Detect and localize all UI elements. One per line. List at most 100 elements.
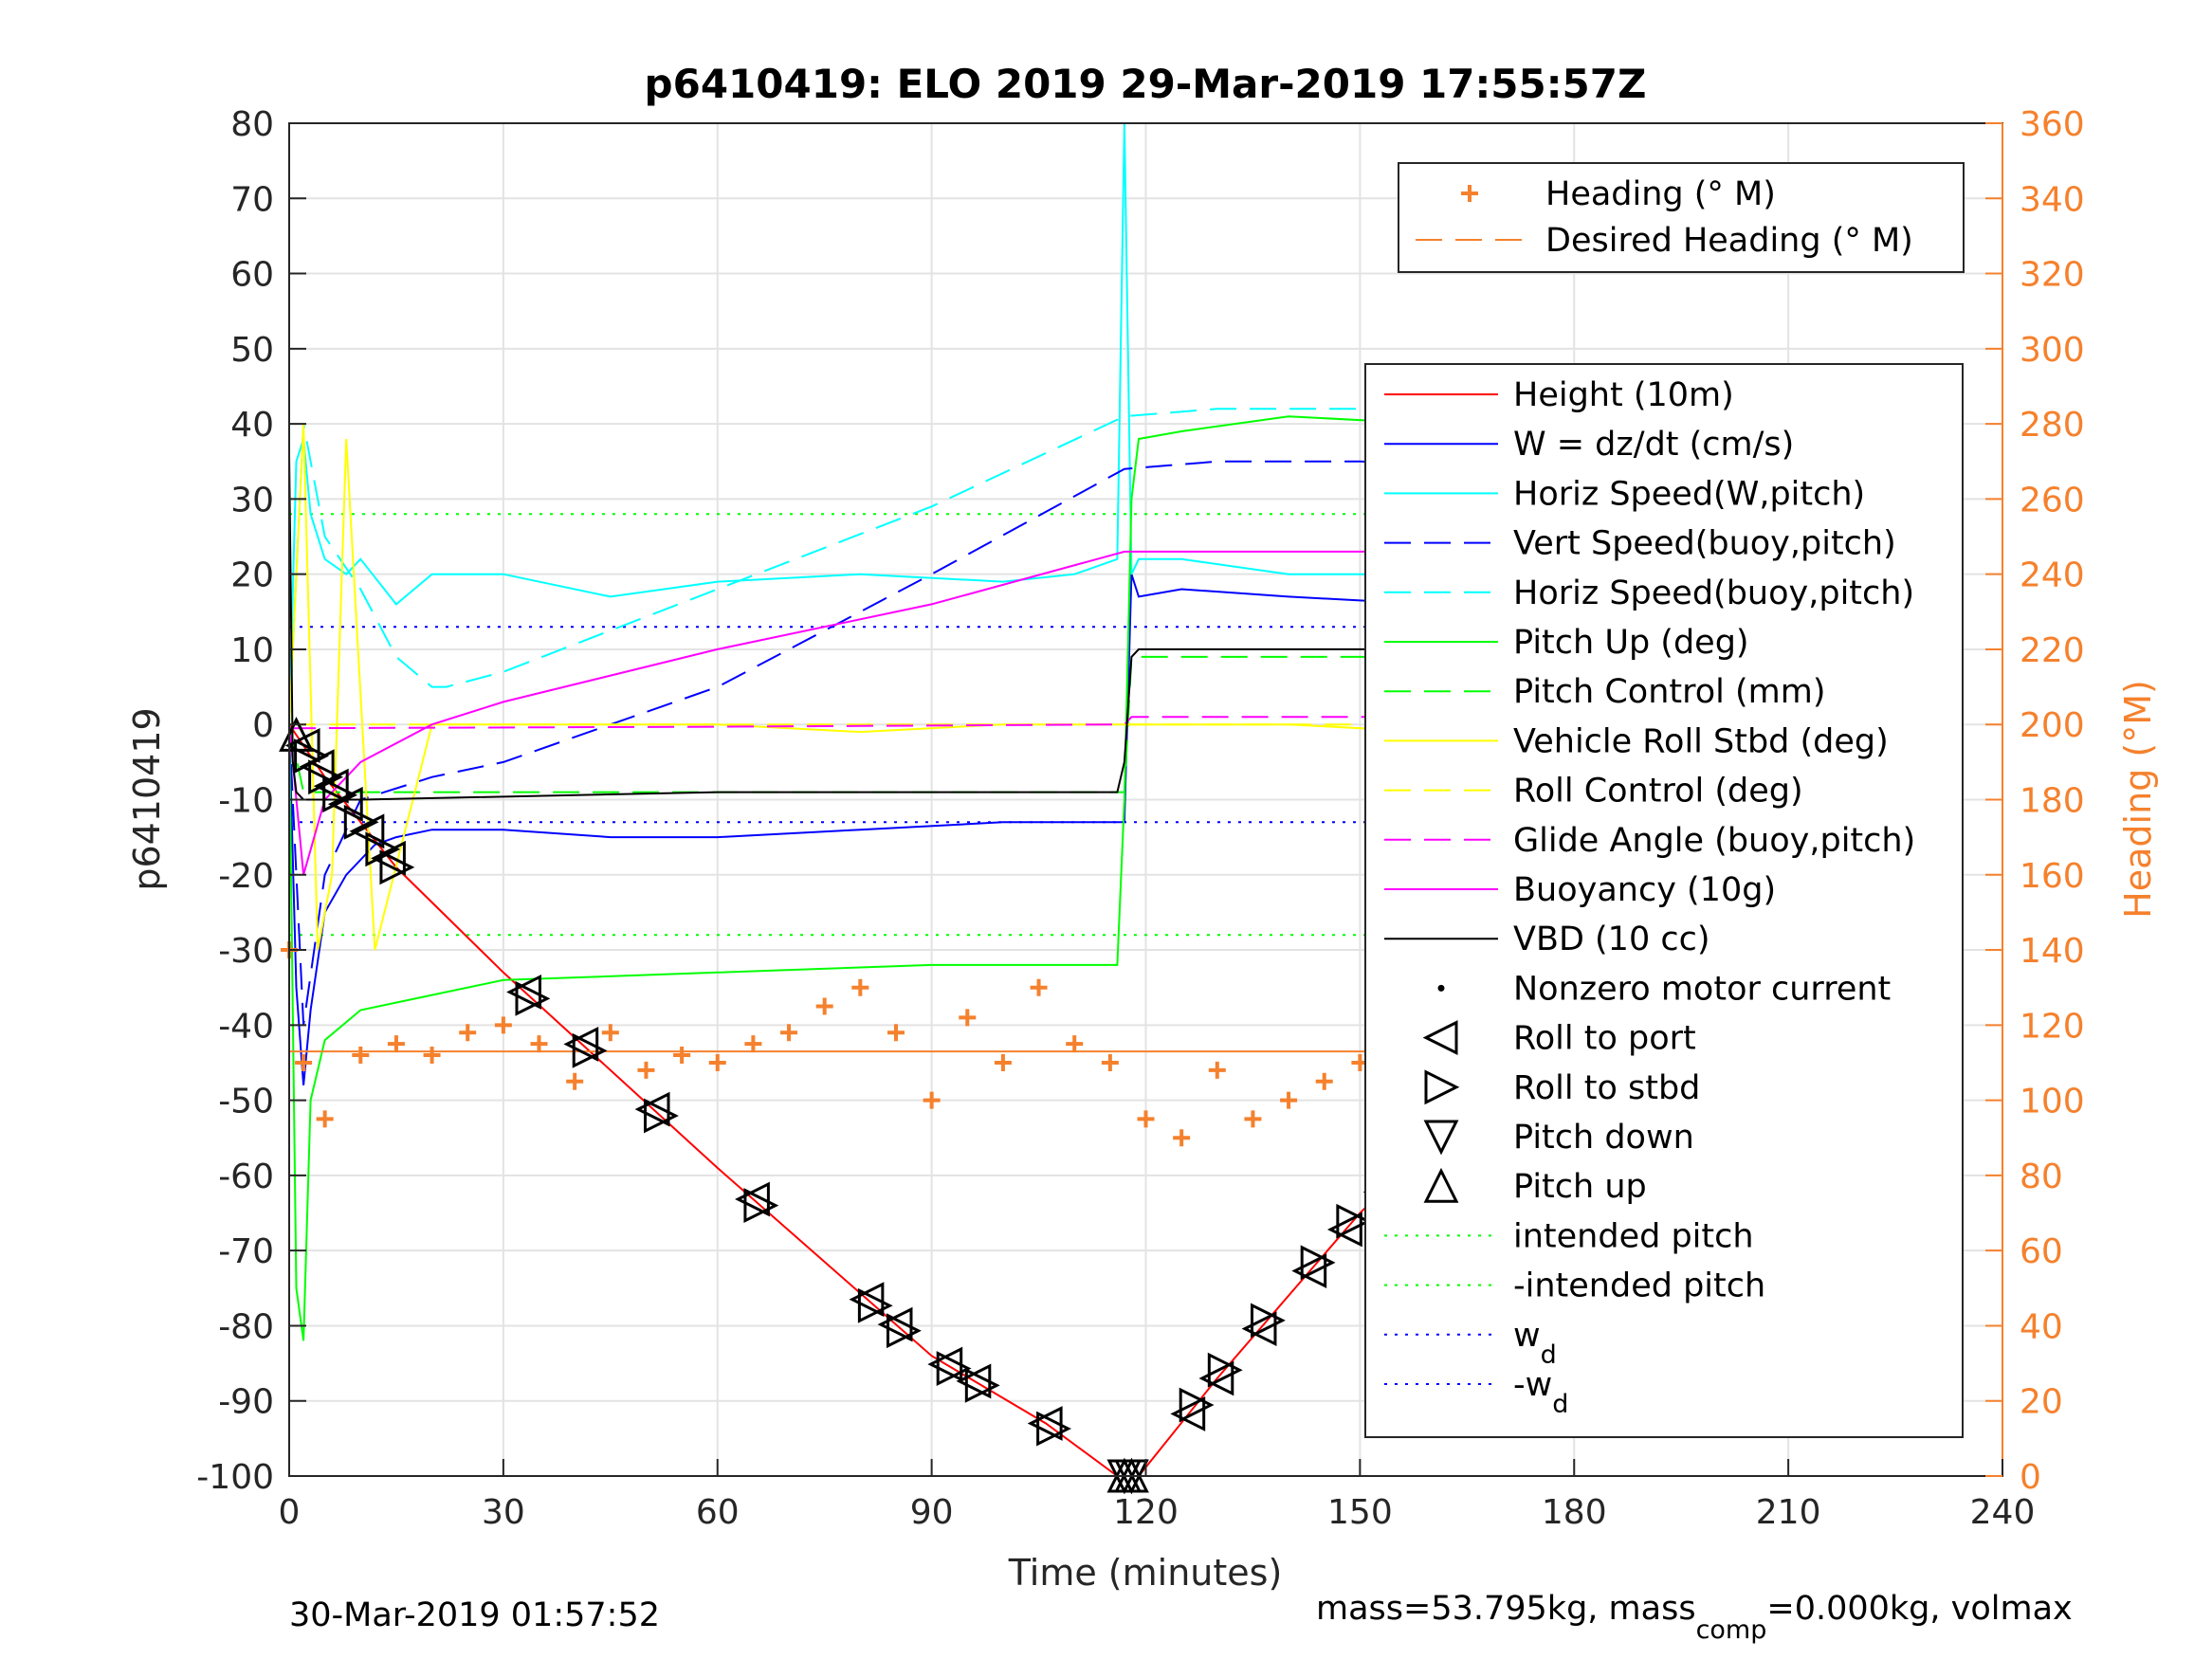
y-tick-label: 60 [230, 256, 274, 295]
y-right-tick-label: 200 [2020, 706, 2085, 745]
y-tick-label: -100 [196, 1458, 274, 1497]
legend-top-item: Heading (° M) [1545, 175, 1776, 213]
y-right-tick-label: 320 [2020, 256, 2085, 295]
x-ticks: 0 30 60 90 120 150 180 210 240 [279, 1459, 2036, 1532]
legend-main-symbols [1384, 393, 1498, 1385]
legend-symbol-motor [1437, 984, 1445, 992]
legend-label: Roll to stbd [1513, 1069, 1700, 1107]
y-tick-label: -20 [218, 857, 274, 896]
roll-to-port-marker [313, 768, 349, 804]
y-right-tick-label: 20 [2020, 1383, 2063, 1422]
roll-to-stbd-marker [572, 1032, 608, 1068]
legend-label: Height (10m) [1513, 376, 1734, 414]
roll-to-port-marker [1170, 1395, 1206, 1431]
roll-to-port-marker [849, 1282, 885, 1318]
y-right-tick-label: 120 [2020, 1007, 2085, 1046]
legend-label: Vehicle Roll Stbd (deg) [1513, 722, 1889, 760]
heading-point [744, 1035, 762, 1053]
y-tick-label: 80 [230, 105, 274, 144]
heading-point [1137, 1110, 1155, 1128]
y-right-tick-label: 360 [2020, 105, 2085, 144]
roll-to-stbd-marker [1336, 1203, 1372, 1239]
legend-label: Roll Control (deg) [1513, 773, 1803, 811]
heading-point [1208, 1061, 1226, 1079]
y-right-tick-label: 140 [2020, 932, 2085, 971]
heading-point [780, 1024, 798, 1042]
x-tick-label: 240 [1970, 1493, 2036, 1532]
y-tick-label: -70 [218, 1232, 274, 1271]
roll-to-port-marker [1326, 1212, 1362, 1248]
heading-point [295, 1053, 313, 1071]
y-tick-label: -10 [218, 782, 274, 821]
footer-mass: mass=53.795kg, masscomp=0.000kg, volmax [1316, 1590, 2073, 1645]
heading-point [494, 1016, 512, 1034]
legend-label: -intended pitch [1513, 1267, 1765, 1305]
roll-to-port-marker [877, 1306, 913, 1342]
y-right-tick-label: 340 [2020, 180, 2085, 219]
y-right-tick-label: 160 [2020, 857, 2085, 896]
legend-label: Pitch Up (deg) [1513, 624, 1749, 662]
x-tick-label: 180 [1542, 1493, 1607, 1532]
legend-top: Heading (° M) Desired Heading (° M) [1398, 162, 1965, 273]
roll-to-stbd-marker [515, 980, 551, 1016]
roll-to-stbd-marker [644, 1098, 679, 1134]
heading-point [1280, 1091, 1298, 1109]
heading-point [994, 1053, 1012, 1071]
roll-to-port-marker [371, 840, 406, 876]
legend-label: Buoyancy (10g) [1513, 871, 1776, 909]
heading-point [959, 1009, 977, 1027]
y-ticks: 80 70 60 50 40 30 20 10 0 -10 -20 -30 -40 -50 -60 -70 -8… [196, 105, 306, 1497]
y-right-tick-label: 240 [2020, 556, 2085, 595]
heading-point [352, 1047, 370, 1065]
y-tick-label: -90 [218, 1383, 274, 1422]
legend-subscript: d [1552, 1390, 1568, 1419]
roll-to-stbd-marker [964, 1367, 1000, 1403]
heading-point [1066, 1035, 1084, 1053]
roll-to-stbd-marker [1036, 1411, 1071, 1447]
y-tick-label: -30 [218, 932, 274, 971]
roll-to-port-marker [506, 975, 541, 1010]
heading-point [887, 1024, 905, 1042]
y-right-tick-label: 180 [2020, 782, 2085, 821]
roll-to-stbd-marker [857, 1287, 893, 1323]
legend-symbol-marker [1424, 1069, 1460, 1105]
legend-symbol-marker [1423, 1167, 1459, 1203]
roll-to-stbd-marker [1250, 1303, 1286, 1339]
footer-mass-b: =0.000kg, volmax [1766, 1590, 2072, 1628]
y-right-tick-label: 80 [2020, 1158, 2063, 1196]
heading-point [316, 1110, 334, 1128]
legend-subscript: d [1541, 1340, 1557, 1370]
y-right-tick-label: 100 [2020, 1083, 2085, 1121]
heading-point [387, 1035, 405, 1053]
x-tick-label: 60 [696, 1493, 740, 1532]
heading-point [637, 1061, 655, 1079]
roll-to-port-marker [284, 727, 320, 763]
x-tick-label: 90 [910, 1493, 954, 1532]
y-right-tick-label: 220 [2020, 631, 2085, 670]
series-line [288, 716, 1917, 730]
chart-title: p6410419: ELO 2019 29-Mar-2019 17:55:57Z [645, 61, 1647, 107]
y-ticks-right: 3603403203002802602402202001801601401201… [1985, 105, 2085, 1497]
x-tick-label: 0 [279, 1493, 301, 1532]
heading-point [1030, 978, 1048, 996]
roll-to-stbd-marker [936, 1351, 972, 1386]
y-tick-label: 10 [230, 631, 274, 670]
legend-label: Pitch down [1513, 1119, 1694, 1157]
legend-label: Pitch up [1513, 1168, 1647, 1206]
legend-label: Vert Speed(buoy,pitch) [1513, 525, 1896, 563]
heading-point [851, 978, 869, 996]
roll-to-stbd-marker [1300, 1245, 1336, 1281]
series-line [288, 460, 1918, 1026]
legend-symbol-marker [1422, 1020, 1458, 1056]
y-tick-label: -60 [218, 1158, 274, 1196]
y-axis-label: p6410419 [126, 707, 168, 890]
y-tick-label: 0 [252, 706, 274, 745]
roll-to-port-marker [634, 1091, 670, 1127]
roll-to-stbd-marker [322, 777, 358, 813]
legend-label: Roll to port [1513, 1020, 1696, 1058]
heading-point [530, 1035, 548, 1053]
footer-timestamp: 30-Mar-2019 01:57:52 [289, 1596, 660, 1634]
legend-label: Horiz Speed(buoy,pitch) [1513, 574, 1914, 612]
heading-point [1101, 1053, 1119, 1071]
legend-label: Horiz Speed(W,pitch) [1513, 475, 1865, 513]
